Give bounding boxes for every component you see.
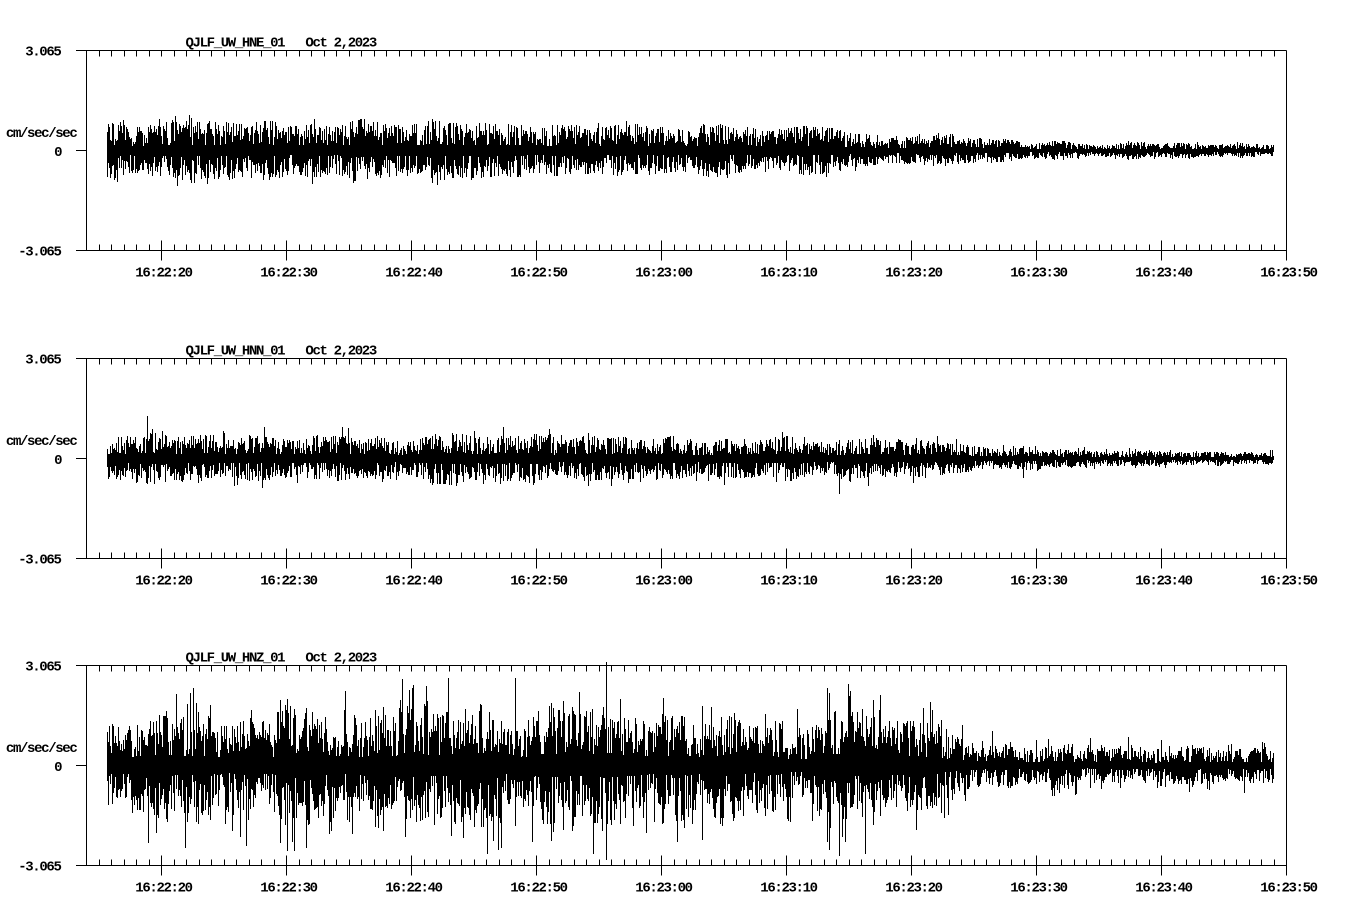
svg-text:QJLF_UW_HNE_01: QJLF_UW_HNE_01 [186, 36, 286, 52]
svg-text:16:23:30: 16:23:30 [1010, 573, 1067, 589]
svg-text:16:22:40: 16:22:40 [385, 573, 442, 589]
svg-text:16:23:20: 16:23:20 [885, 265, 942, 281]
svg-text:16:22:50: 16:22:50 [510, 880, 567, 896]
svg-text:16:22:20: 16:22:20 [135, 573, 192, 589]
svg-text:16:22:40: 16:22:40 [385, 265, 442, 281]
svg-text:QJLF_UW_HNZ_01: QJLF_UW_HNZ_01 [186, 651, 286, 667]
svg-text:Oct 2,2023: Oct 2,2023 [305, 36, 376, 52]
svg-text:3.065: 3.065 [25, 660, 61, 676]
svg-text:16:23:00: 16:23:00 [635, 573, 692, 589]
svg-text:16:23:30: 16:23:30 [1010, 880, 1067, 896]
svg-text:16:23:40: 16:23:40 [1135, 573, 1192, 589]
svg-text:Oct 2,2023: Oct 2,2023 [305, 651, 376, 667]
svg-text:3.065: 3.065 [25, 353, 61, 369]
svg-text:16:23:40: 16:23:40 [1135, 880, 1192, 896]
svg-text:16:23:50: 16:23:50 [1260, 573, 1317, 589]
svg-text:16:23:00: 16:23:00 [635, 880, 692, 896]
svg-text:16:23:00: 16:23:00 [635, 265, 692, 281]
svg-text:16:22:30: 16:22:30 [260, 573, 317, 589]
svg-text:16:23:30: 16:23:30 [1010, 265, 1067, 281]
svg-text:16:23:40: 16:23:40 [1135, 265, 1192, 281]
svg-text:16:23:50: 16:23:50 [1260, 880, 1317, 896]
svg-text:0: 0 [54, 453, 62, 469]
svg-text:QJLF_UW_HNN_01: QJLF_UW_HNN_01 [186, 344, 286, 360]
svg-text:16:22:20: 16:22:20 [135, 880, 192, 896]
svg-text:16:23:50: 16:23:50 [1260, 265, 1317, 281]
svg-text:Oct 2,2023: Oct 2,2023 [305, 344, 376, 360]
svg-text:16:23:20: 16:23:20 [885, 573, 942, 589]
svg-text:-3.065: -3.065 [18, 553, 61, 569]
svg-text:0: 0 [54, 760, 62, 776]
svg-text:3.065: 3.065 [25, 45, 61, 61]
svg-text:16:22:50: 16:22:50 [510, 573, 567, 589]
svg-text:16:22:50: 16:22:50 [510, 265, 567, 281]
svg-text:-3.065: -3.065 [18, 245, 61, 261]
svg-text:16:23:10: 16:23:10 [760, 880, 817, 896]
svg-text:-3.065: -3.065 [18, 860, 61, 876]
svg-text:16:23:20: 16:23:20 [885, 880, 942, 896]
svg-text:16:22:20: 16:22:20 [135, 265, 192, 281]
svg-text:cm/sec/sec: cm/sec/sec [6, 434, 77, 450]
svg-text:16:22:30: 16:22:30 [260, 880, 317, 896]
svg-text:cm/sec/sec: cm/sec/sec [6, 126, 77, 142]
svg-text:16:23:10: 16:23:10 [760, 265, 817, 281]
svg-text:0: 0 [54, 145, 62, 161]
svg-text:cm/sec/sec: cm/sec/sec [6, 741, 77, 757]
svg-text:16:22:30: 16:22:30 [260, 265, 317, 281]
svg-text:16:23:10: 16:23:10 [760, 573, 817, 589]
svg-text:16:22:40: 16:22:40 [385, 880, 442, 896]
